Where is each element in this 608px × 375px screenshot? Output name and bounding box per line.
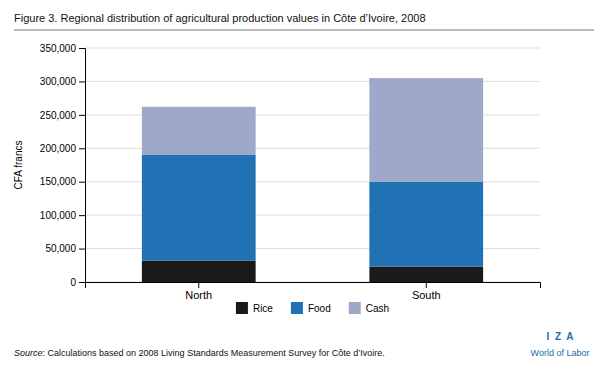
y-tick-mark bbox=[79, 215, 85, 216]
legend-swatch bbox=[349, 302, 361, 314]
y-tick: 150,000 bbox=[40, 176, 85, 187]
source-label: Source bbox=[14, 348, 43, 358]
bar bbox=[142, 261, 256, 282]
bar bbox=[369, 182, 483, 267]
bar bbox=[369, 267, 483, 282]
legend-item: Food bbox=[291, 302, 331, 314]
bar bbox=[142, 155, 256, 261]
y-tick-mark bbox=[79, 48, 85, 49]
y-tick: 250,000 bbox=[40, 110, 85, 121]
bar bbox=[369, 78, 483, 182]
y-tick-mark bbox=[79, 81, 85, 82]
x-tick: North bbox=[185, 282, 212, 301]
chart: Figure 3. Regional distribution of agric… bbox=[0, 0, 608, 375]
y-tick-mark bbox=[79, 282, 85, 283]
title: Figure 3. Regional distribution of agric… bbox=[14, 12, 426, 24]
x-tick-label: North bbox=[185, 289, 212, 301]
y-axis-line bbox=[79, 49, 86, 283]
y-tick-mark bbox=[79, 115, 85, 116]
y-tick: 100,000 bbox=[40, 210, 85, 221]
y-tick-label: 100,000 bbox=[40, 210, 77, 221]
title-rule bbox=[14, 30, 594, 31]
x-tick-label: South bbox=[412, 289, 441, 301]
y-tick-label: 200,000 bbox=[40, 143, 77, 154]
y-tick: 50,000 bbox=[45, 243, 85, 254]
y-tick: 0 bbox=[70, 277, 85, 288]
legend-item: Cash bbox=[349, 302, 389, 314]
grid bbox=[85, 48, 540, 282]
x-tick: South bbox=[412, 282, 441, 301]
series bbox=[142, 78, 483, 182]
legend-swatch bbox=[236, 302, 248, 314]
x-tick-mark bbox=[198, 282, 199, 288]
y-tick-label: 0 bbox=[70, 277, 76, 288]
x-axis-line bbox=[86, 283, 541, 289]
grid-line bbox=[85, 48, 540, 49]
x-axis: North South bbox=[86, 282, 541, 301]
y-tick-mark bbox=[79, 148, 85, 149]
y-tick-mark bbox=[79, 249, 85, 250]
y-tick-label: 150,000 bbox=[40, 176, 77, 187]
legend-label: Rice bbox=[253, 303, 273, 314]
legend-swatch bbox=[291, 302, 303, 314]
legend-label: Food bbox=[308, 303, 331, 314]
source-text: : Calculations based on 2008 Living Stan… bbox=[43, 348, 385, 358]
logo-subtext: World of Labor bbox=[531, 348, 590, 358]
y-tick: 300,000 bbox=[40, 76, 85, 87]
y-tick-label: 300,000 bbox=[40, 76, 77, 87]
bars bbox=[142, 78, 483, 282]
y-axis-title: CFA francs bbox=[13, 141, 24, 190]
y-tick-label: 350,000 bbox=[40, 43, 77, 54]
legend: Rice Food Cash bbox=[236, 302, 389, 314]
y-axis: 0 50,000 100,000 150,000 200,000 250,000 300,0… bbox=[40, 43, 86, 288]
bar bbox=[142, 107, 256, 155]
y-tick-mark bbox=[79, 182, 85, 183]
y-tick-label: 50,000 bbox=[45, 243, 76, 254]
legend-label: Cash bbox=[366, 303, 389, 314]
logo-text: I Z A bbox=[547, 331, 574, 342]
legend-item: Rice bbox=[236, 302, 273, 314]
x-tick-mark bbox=[426, 282, 427, 288]
y-tick: 200,000 bbox=[40, 143, 85, 154]
y-tick-label: 250,000 bbox=[40, 110, 77, 121]
y-tick: 350,000 bbox=[40, 43, 85, 54]
